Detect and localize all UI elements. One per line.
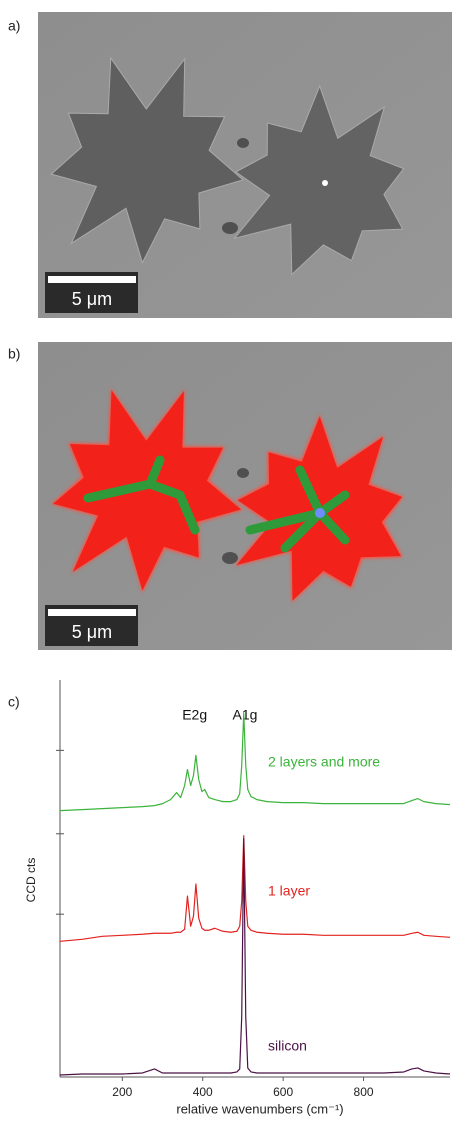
panel-label: a) [8,18,20,34]
scale-bar [48,276,136,283]
spectrum [59,835,451,942]
x-tick-label: 600 [273,1085,293,1099]
flake [50,56,245,264]
flake [53,390,241,591]
spot [322,180,328,186]
series-label: silicon [268,1038,307,1054]
scale-bar-label: 5 μm [72,622,112,642]
y-axis-label: CCD cts [24,858,38,903]
scale-bar-label: 5 μm [72,289,112,309]
spot [315,508,325,518]
spectrum [59,712,451,812]
spot [237,468,249,478]
x-axis-label: relative wavenumbers (cm⁻¹) [176,1101,343,1116]
flakes [50,56,405,276]
series-label: 1 layer [268,883,310,899]
series-label: 2 layers and more [268,754,380,770]
x-tick-label: 200 [112,1085,132,1099]
chart: 200 400 600 800 relative wavenumbers (cm⁻¹) C… [24,680,451,1116]
spectrum [59,838,451,1076]
panel-label: c) [8,694,20,710]
panel-label: b) [8,346,20,362]
peak-label: E2g [182,707,207,723]
x-tick-label: 800 [354,1085,374,1099]
scale-bar [48,609,136,616]
spot [222,552,238,564]
peak-label: A1g [232,707,257,723]
flake [233,84,405,276]
spot [237,138,249,148]
spot [222,222,238,234]
x-tick-label: 400 [193,1085,213,1099]
